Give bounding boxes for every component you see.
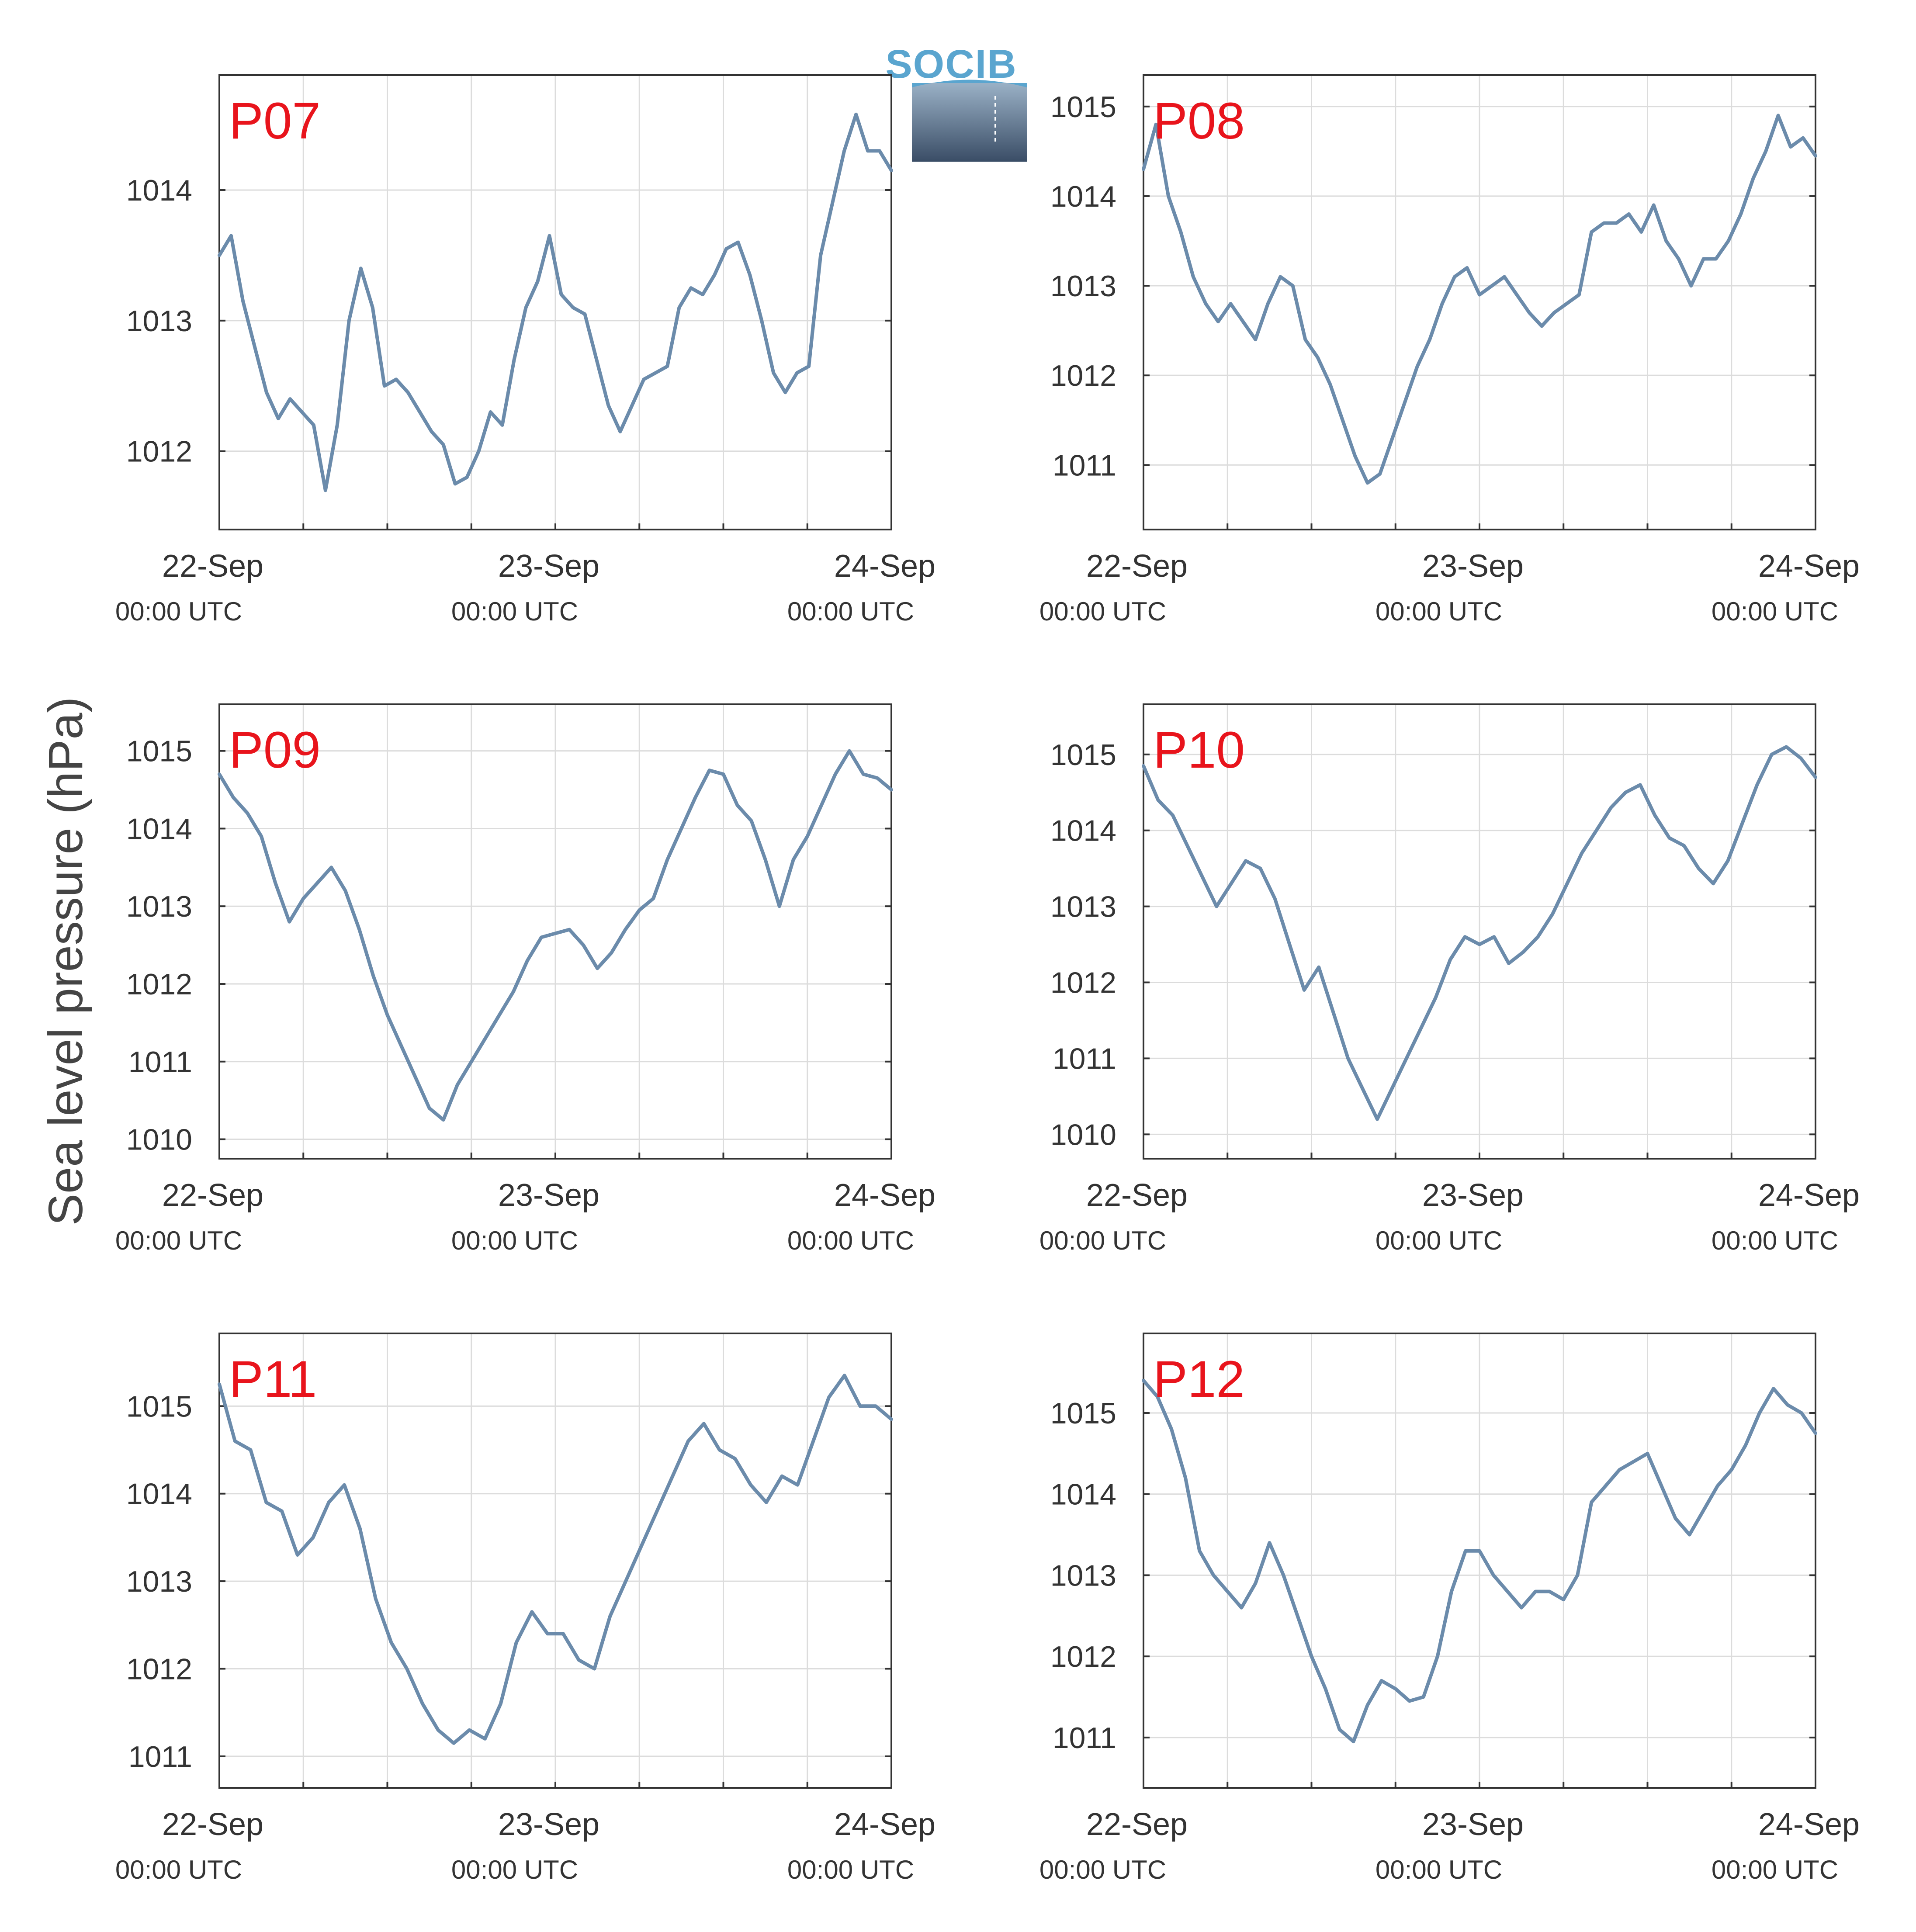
x-tick-label-date: 24-Sep	[1758, 1178, 1860, 1213]
x-tick-label-date: 24-Sep	[1758, 1807, 1860, 1842]
y-tick-label: 1015	[1050, 1397, 1116, 1430]
x-tick-label-date: 22-Sep	[162, 1807, 263, 1842]
x-tick-label-time: 00:00 UTC	[1039, 597, 1166, 626]
y-axis-label: Sea level pressure (hPa)	[39, 697, 93, 1226]
series-line	[218, 112, 893, 492]
x-tick-label-time: 00:00 UTC	[451, 1226, 578, 1255]
x-tick-label-time: 00:00 UTC	[1712, 597, 1838, 626]
x-tick-label-date: 23-Sep	[1422, 1807, 1524, 1842]
x-tick-label-time: 00:00 UTC	[1376, 597, 1502, 626]
x-tick-label-time: 00:00 UTC	[115, 597, 242, 626]
y-tick-label: 1013	[126, 305, 192, 338]
x-tick-label-time: 00:00 UTC	[787, 1855, 914, 1884]
y-tick-label: 1015	[1050, 90, 1116, 124]
panels: 1012 1013 1014 22-Sep 00:00 UTC 23-Sep 00:00 U…	[115, 74, 1860, 1884]
y-tick-label: 1015	[1050, 738, 1116, 772]
logo-text: SOCIB	[885, 42, 1017, 87]
chart-panel-p07: 1012 1013 1014 22-Sep 00:00 UTC 23-Sep 00:00 U…	[115, 74, 935, 626]
y-tick-label: 1012	[1050, 966, 1116, 1000]
x-tick-label-date: 24-Sep	[834, 1178, 935, 1213]
y-tick-label: 1012	[1050, 359, 1116, 392]
x-tick-label-date: 22-Sep	[1086, 549, 1188, 584]
y-tick-label: 1012	[1050, 1640, 1116, 1673]
y-tick-label: 1014	[126, 1478, 192, 1511]
series-line	[218, 749, 893, 1122]
chart-panel-p08: 1011 1012 1013 1014 1015 22-Sep 00:00 UTC 23-Se…	[1039, 74, 1860, 626]
y-tick-label: 1015	[126, 1390, 192, 1423]
x-tick-label-date: 23-Sep	[498, 1178, 599, 1213]
y-tick-label: 1011	[1053, 1042, 1116, 1075]
logo-gradient-block	[912, 83, 1027, 162]
x-tick-label-date: 22-Sep	[162, 1178, 263, 1213]
x-tick-label-time: 00:00 UTC	[1712, 1226, 1838, 1255]
x-tick-label-time: 00:00 UTC	[451, 597, 578, 626]
series-line	[1142, 114, 1817, 485]
x-tick-label-time: 00:00 UTC	[1712, 1855, 1838, 1884]
station-label: P09	[229, 721, 321, 779]
station-label: P07	[229, 92, 321, 150]
y-tick-label: 1012	[126, 435, 192, 468]
x-tick-label-date: 22-Sep	[1086, 1178, 1188, 1213]
x-tick-label-date: 23-Sep	[1422, 549, 1524, 584]
y-tick-label: 1013	[1050, 890, 1116, 924]
y-tick-label: 1013	[126, 1565, 192, 1598]
y-tick-label: 1012	[126, 968, 192, 1001]
series-line	[1142, 1378, 1817, 1744]
y-tick-label: 1014	[126, 812, 192, 845]
x-tick-label-time: 00:00 UTC	[787, 597, 914, 626]
y-tick-label: 1011	[128, 1046, 192, 1079]
x-tick-label-time: 00:00 UTC	[787, 1226, 914, 1255]
x-tick-label-time: 00:00 UTC	[115, 1226, 242, 1255]
station-label: P10	[1153, 721, 1245, 779]
x-tick-label-time: 00:00 UTC	[1376, 1226, 1502, 1255]
x-tick-label-time: 00:00 UTC	[451, 1855, 578, 1884]
chart-panel-p12: 1011 1012 1013 1014 1015 22-Sep 00:00 UTC 23-Se…	[1039, 1333, 1860, 1884]
y-tick-label: 1011	[1053, 1721, 1116, 1755]
station-label: P11	[229, 1350, 317, 1408]
x-tick-label-date: 22-Sep	[1086, 1807, 1188, 1842]
series-line	[1142, 745, 1817, 1121]
x-tick-label-date: 24-Sep	[834, 549, 935, 584]
y-tick-label: 1010	[1050, 1118, 1116, 1151]
y-tick-label: 1012	[126, 1652, 192, 1686]
y-tick-label: 1015	[126, 735, 192, 768]
x-tick-label-time: 00:00 UTC	[1376, 1855, 1502, 1884]
chart-panel-p09: 1010 1011 1012 1013 1014 1015 22-Sep 00:00 UTC 2…	[115, 703, 935, 1255]
chart-panel-p11: 1011 1012 1013 1014 1015 22-Sep 00:00 UTC 23-Se…	[115, 1333, 935, 1884]
chart-panel-p10: 1010 1011 1012 1013 1014 1015 22-Sep 00:00 UTC 2…	[1039, 703, 1860, 1255]
x-tick-label-date: 23-Sep	[498, 549, 599, 584]
x-tick-label-time: 00:00 UTC	[115, 1855, 242, 1884]
x-tick-label-time: 00:00 UTC	[1039, 1226, 1166, 1255]
x-tick-label-time: 00:00 UTC	[1039, 1855, 1166, 1884]
series-line	[218, 1374, 893, 1745]
x-tick-label-date: 24-Sep	[834, 1807, 935, 1842]
y-tick-label: 1011	[1053, 449, 1116, 482]
y-tick-label: 1010	[126, 1123, 192, 1156]
x-tick-label-date: 23-Sep	[1422, 1178, 1524, 1213]
y-tick-label: 1013	[1050, 270, 1116, 303]
y-tick-label: 1014	[1050, 180, 1116, 213]
x-tick-label-date: 22-Sep	[162, 549, 263, 584]
y-tick-label: 1011	[128, 1740, 192, 1773]
y-tick-label: 1013	[1050, 1559, 1116, 1592]
y-tick-label: 1014	[1050, 814, 1116, 848]
x-tick-label-date: 23-Sep	[498, 1807, 599, 1842]
logo-wave	[912, 80, 1027, 87]
station-label: P08	[1153, 92, 1245, 150]
y-tick-label: 1014	[1050, 1478, 1116, 1511]
y-tick-label: 1013	[126, 890, 192, 923]
y-tick-label: 1014	[126, 174, 192, 207]
station-label: P12	[1153, 1350, 1245, 1408]
x-tick-label-date: 24-Sep	[1758, 549, 1860, 584]
socib-logo: SOCIB	[885, 42, 1027, 162]
